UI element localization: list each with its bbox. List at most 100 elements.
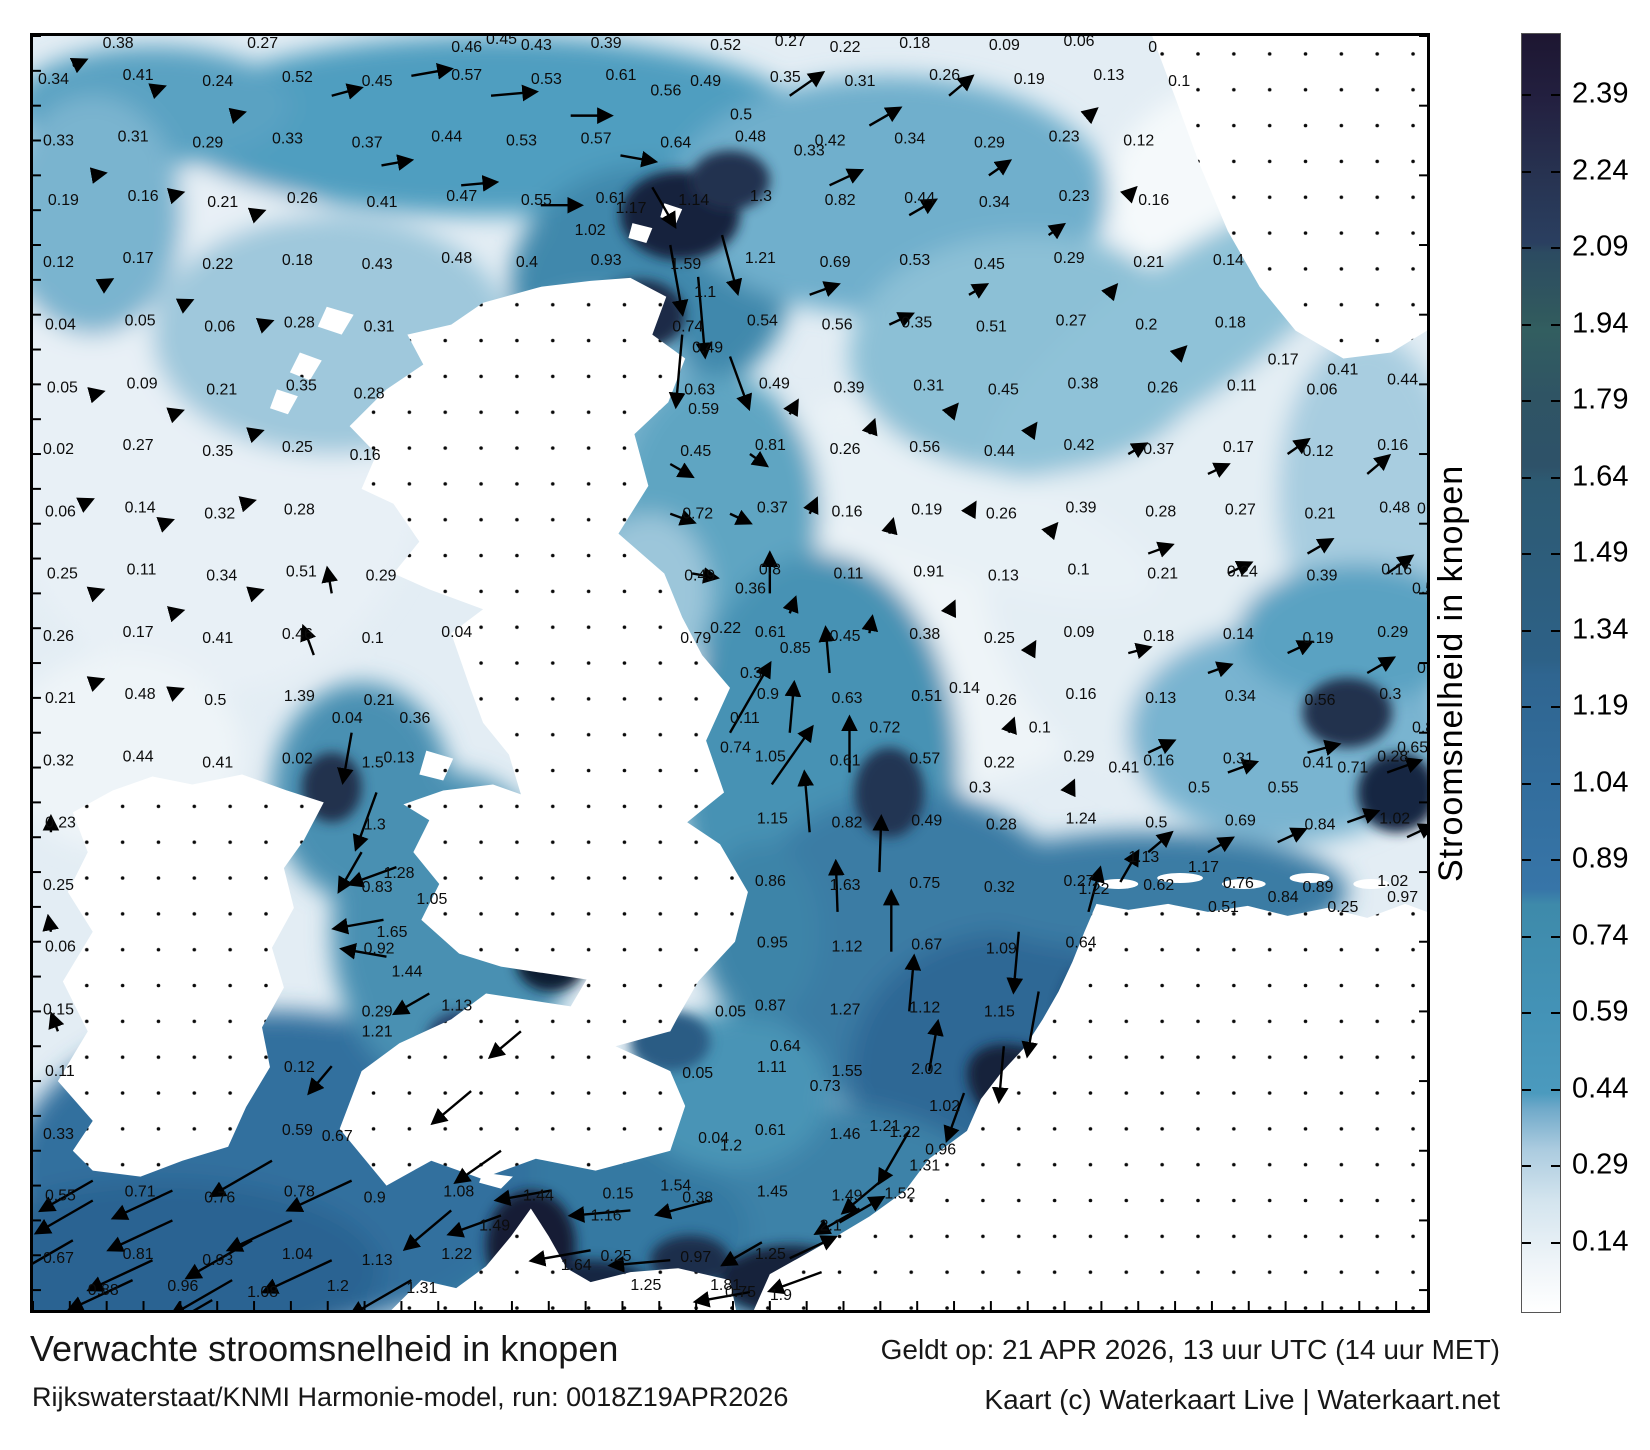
current-direction-arrow [42,913,59,932]
colorbar-tick-mark [1522,1241,1531,1244]
current-direction-arrow [48,1011,65,1032]
current-value-label: 0.72 [682,506,713,523]
current-direction-arrow [809,281,841,297]
current-direction-arrow [1307,739,1342,756]
current-direction-arrow [1006,931,1024,995]
current-direction-arrow [818,625,836,674]
current-value-label: 0.54 [747,313,778,330]
current-value-label: 0.71 [1337,760,1368,777]
current-value-label: 0.12 [1123,132,1154,149]
current-value-label: 1.11 [757,1059,787,1076]
current-value-label: 0.1 [1168,73,1190,90]
current-value-label: 0.1 [1029,720,1051,737]
current-value-labels-layer: 0.38 0.27 0.46 0.45 0.43 0.39 0.52 0.27 0.22 0.18… [38,36,1427,1304]
current-value-label: 0.8 [759,561,781,578]
current-direction-arrow [321,565,338,594]
current-direction-arrow [840,1179,883,1215]
current-value-label: 0.29 [1064,749,1095,766]
current-value-label: 0.23 [1059,188,1090,205]
current-value-label: 0.13 [1093,67,1124,84]
current-direction-arrow [829,168,865,187]
current-value-label: 0.28 [354,385,385,402]
current-value-label: 1.49 [832,1188,863,1205]
current-value-label: 0.29 [974,134,1005,151]
current-direction-arrow [33,1239,74,1265]
current-value-label: 0.5 [204,692,226,709]
current-value-label: 0.26 [986,692,1017,709]
current-value-label: 0.25 [1327,899,1358,916]
current-value-label: 1.02 [575,222,606,239]
current-value-label: 0.64 [1066,935,1097,952]
current-value-label: 0.29 [1377,624,1408,641]
current-direction-arrow [106,1219,173,1252]
current-value-label: 0.13 [988,567,1019,584]
current-value-label: 0.05 [682,1065,713,1082]
current-value-label: 0.17 [1268,351,1299,368]
current-value-label: 0.74 [720,740,751,757]
current-value-label: 0.26 [43,628,74,645]
credit-label: Kaart (c) Waterkaart Live | Waterkaart.n… [984,1384,1500,1415]
current-direction-arrow [861,614,879,634]
colorbar-tick-mark [1551,859,1560,862]
current-value-label: 0.02 [282,751,313,768]
current-direction-arrow [1386,554,1415,575]
land-continent [753,903,1427,1310]
current-value-label: 1.64 [561,1257,592,1274]
current-value-label: 0.23 [1049,129,1080,146]
current-value-label: 1.55 [832,1063,863,1080]
current-value-label: 0.74 [672,319,703,336]
current-value-label: 0.49 [684,567,715,584]
current-value-label: 0.27 [1056,313,1087,330]
current-value-label: 0.33 [43,132,74,149]
colorbar-tick-mark [1522,476,1531,479]
current-value-label: 0.21 [1147,565,1178,582]
current-value-label: 0.55 [521,192,552,209]
current-value-label: 1.5 [362,755,384,772]
current-value-label: 0.36 [735,580,766,597]
current-value-label: 1.24 [1066,810,1097,827]
current-value-label: 0.53 [899,252,930,269]
current-value-label: 0.46 [282,626,313,643]
current-value-label: 0.04 [441,624,472,641]
current-direction-arrow [669,244,689,317]
current-direction-arrow [228,107,247,125]
current-direction-arrow [1277,827,1308,844]
colorbar-tick-mark [1522,706,1531,709]
current-value-label: 0.34 [979,194,1010,211]
current-value-label: 0.22 [984,755,1015,772]
current-direction-arrow [192,1299,213,1310]
current-direction-arrow [838,1195,886,1224]
current-direction-arrow [1127,442,1149,459]
current-direction-arrow [728,660,772,734]
current-value-label: 0.49 [692,340,723,357]
current-value-label: 1.12 [832,939,863,956]
current-value-label: 1.02 [1379,810,1410,827]
current-value-label: 1.15 [757,810,788,827]
current-value-label: 0.11 [730,710,760,727]
current-direction-arrows-layer [33,58,1427,1310]
current-value-label: 0.72 [869,720,900,737]
current-value-label: 1.39 [284,688,315,705]
land-hebrides [289,352,322,381]
current-value-label: 0.23 [45,814,76,831]
current-value-label: 0.9 [757,686,779,703]
current-value-label: 0.45 [988,381,1019,398]
current-value-label: 0.18 [282,252,313,269]
current-value-label: 0.43 [521,37,552,54]
current-value-label: 0.48 [735,129,766,146]
current-value-label: 0.91 [913,563,944,580]
current-value-label: 0.38 [103,36,134,52]
colorbar-tick-mark [1551,1165,1560,1168]
current-value-label: 0.29 [192,134,223,151]
current-direction-arrow [669,462,695,479]
current-value-label: 0.15 [43,1001,74,1018]
current-direction-arrow [668,334,686,410]
current-value-label: 0.37 [1143,441,1174,458]
colorbar-tick-label: 0.59 [1572,995,1629,1028]
current-direction-arrow [69,58,89,74]
current-value-label: 0.56 [650,83,681,100]
colorbar-tick-mark [1551,247,1560,250]
current-value-label: 1.13 [362,1252,393,1269]
current-value-label: 0.27 [775,36,806,50]
